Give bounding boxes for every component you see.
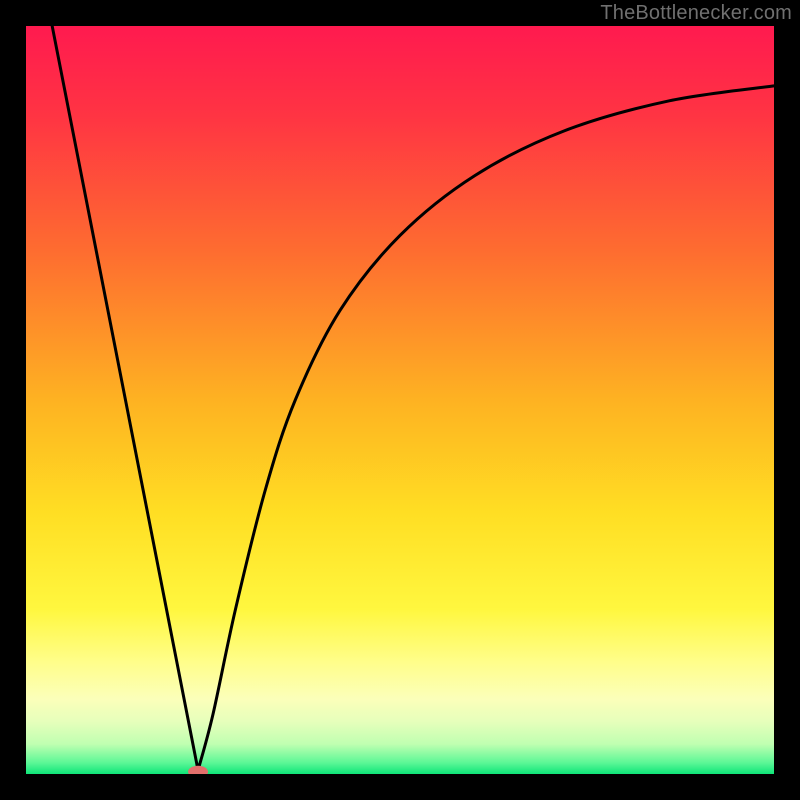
plot-background bbox=[26, 26, 774, 774]
chart-container: TheBottlenecker.com bbox=[0, 0, 800, 800]
bottleneck-chart bbox=[0, 0, 800, 800]
watermark-text: TheBottlenecker.com bbox=[600, 2, 792, 25]
